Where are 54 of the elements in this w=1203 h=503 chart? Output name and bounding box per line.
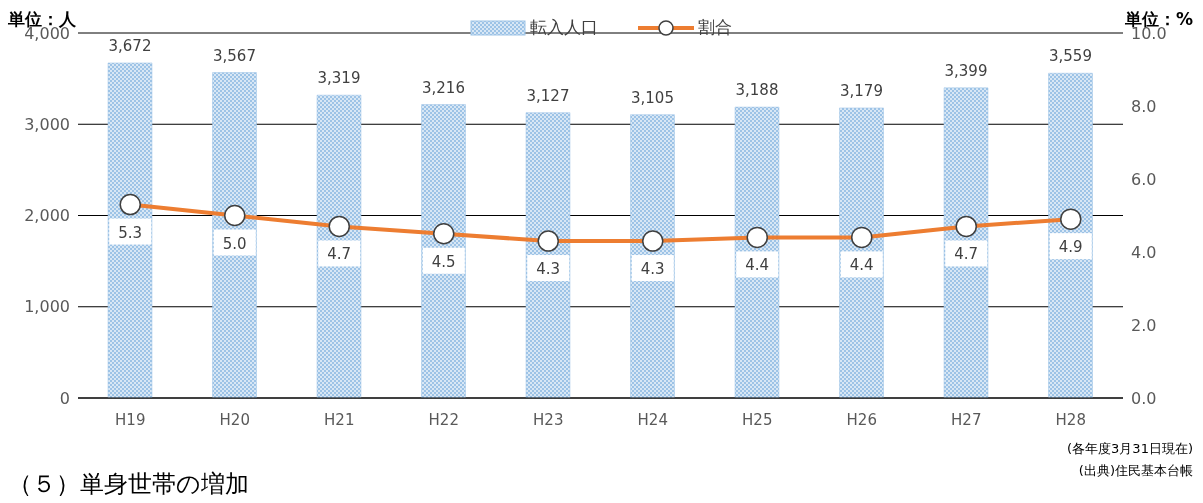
bar <box>316 94 362 398</box>
bar <box>630 114 675 398</box>
bar <box>212 72 257 398</box>
bar <box>421 104 466 398</box>
data-label: 4.7 <box>327 245 352 264</box>
data-label: 4.4 <box>849 256 874 275</box>
data-label: 4.3 <box>640 260 665 279</box>
x-tick-label: H21 <box>324 410 355 429</box>
bar <box>839 107 884 398</box>
y2-tick-label: 0.0 <box>1131 388 1157 408</box>
y2-tick-label: 8.0 <box>1131 96 1157 116</box>
y2-tick-label: 4.0 <box>1131 242 1157 262</box>
x-tick-label: H20 <box>219 410 250 429</box>
data-label: 3,319 <box>317 69 361 88</box>
text: (各年度3月31日現在) <box>1067 440 1193 458</box>
data-label: 3,216 <box>422 78 465 97</box>
y-tick-label: 0 <box>59 388 70 408</box>
data-label: 3,559 <box>1049 47 1092 66</box>
x-tick-label: H27 <box>951 410 982 429</box>
data-label: 3,399 <box>944 61 988 80</box>
x-tick-label: H24 <box>637 410 668 429</box>
data-label: 3,672 <box>108 36 152 55</box>
y-tick-label: 2,000 <box>24 206 70 226</box>
data-label: 4.4 <box>745 256 770 275</box>
bar <box>734 106 780 398</box>
x-tick-label: H28 <box>1055 410 1086 429</box>
bar <box>525 112 571 398</box>
legend-label: 転入人口 <box>529 16 598 39</box>
data-label: 3,127 <box>526 86 570 105</box>
data-label: 3,179 <box>840 81 883 100</box>
data-label: 3,105 <box>631 88 674 107</box>
y2-tick-label: 2.0 <box>1131 315 1157 335</box>
data-label: 5.3 <box>118 223 143 242</box>
data-label: 3,567 <box>213 46 256 65</box>
x-tick-label: H22 <box>428 410 459 429</box>
bar <box>943 87 989 398</box>
data-label: 4.7 <box>954 245 979 264</box>
y-tick-label: 1,000 <box>24 297 70 317</box>
x-tick-label: H19 <box>115 410 146 429</box>
y-tick-label: 3,000 <box>24 114 70 134</box>
bar <box>1048 72 1093 398</box>
data-label: 3,188 <box>735 81 779 100</box>
x-tick-label: H26 <box>846 410 877 429</box>
x-tick-label: H25 <box>742 410 773 429</box>
x-tick-label: H23 <box>533 410 564 429</box>
data-label: 4.5 <box>431 252 456 271</box>
bar <box>107 62 153 398</box>
data-label: 4.9 <box>1058 238 1083 257</box>
data-label: 4.3 <box>536 260 561 279</box>
data-label: 5.0 <box>222 234 247 253</box>
legend-label: 割合 <box>697 16 732 39</box>
text: （５）単身世帯の増加 <box>8 469 249 500</box>
text: (出典)住民基本台帳 <box>1077 462 1193 480</box>
y2-tick-label: 6.0 <box>1131 169 1157 189</box>
